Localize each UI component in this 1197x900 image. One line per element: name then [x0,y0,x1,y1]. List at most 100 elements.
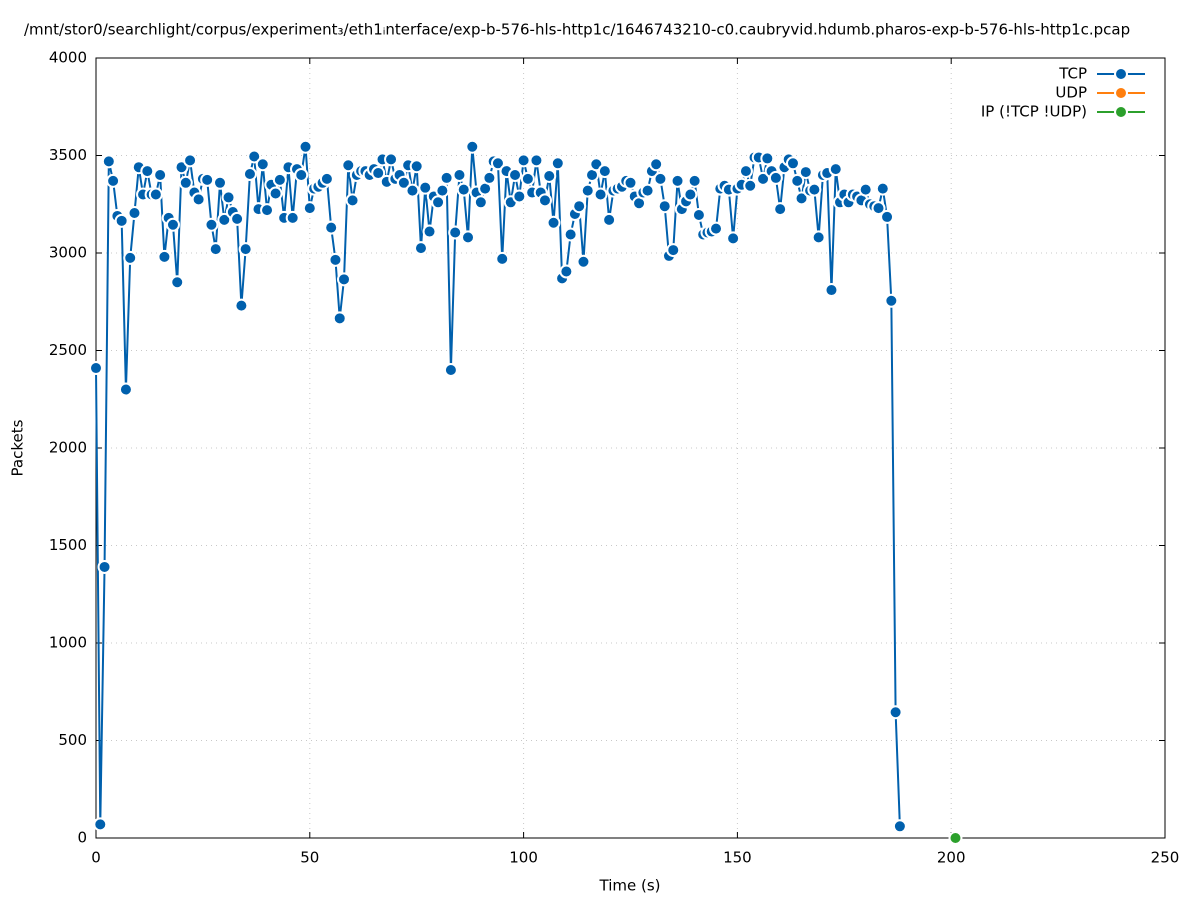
data-point [200,172,215,187]
data-point [508,168,523,182]
legend-label: IP (!TCP !UDP) [981,103,1087,121]
data-point [790,173,805,188]
data-point [482,170,497,185]
legend-marker [1114,86,1128,100]
data-point [948,831,963,845]
x-tick-label: 250 [1151,849,1180,867]
data-point [255,157,270,172]
data-point [709,221,724,236]
data-point [529,153,544,168]
data-point [465,139,480,154]
data-point [593,187,608,202]
data-point [892,819,907,834]
data-point [550,156,565,171]
data-point [294,168,309,182]
data-point [268,186,283,201]
y-tick-label: 2500 [49,341,87,359]
data-point [413,241,428,256]
data-point [490,156,505,171]
data-point [691,207,706,222]
data-point [260,203,275,218]
x-axis-label: Time (s) [599,877,661,895]
data-point [798,165,813,180]
data-point [324,220,339,235]
data-point [114,213,129,228]
data-point [345,193,360,208]
data-point [97,559,112,574]
data-point [768,170,783,185]
data-point [118,382,133,397]
data-point [191,192,206,207]
data-point [473,195,488,210]
y-tick-label: 3000 [49,244,87,262]
data-point [670,173,685,188]
data-point [272,172,287,187]
data-point [431,195,446,210]
data-point [234,298,249,313]
data-point [653,171,668,186]
data-point [657,199,672,214]
data-point [888,705,903,720]
data-point [516,153,531,168]
data-point [563,227,578,242]
y-tick-label: 1000 [49,634,87,652]
data-point [208,242,223,257]
chart-title: /mnt/stor0/searchlight/corpus/experiment… [24,21,1130,39]
data-point [461,230,476,245]
data-point [572,199,587,214]
data-point [157,249,172,264]
data-point [858,182,873,197]
data-point [328,252,343,267]
data-point [285,210,300,225]
data-point [221,190,236,205]
y-tick-label: 500 [58,731,87,749]
data-point [332,311,347,326]
data-point [384,152,399,167]
legend-label: TCP [1058,65,1087,83]
y-tick-label: 1500 [49,536,87,554]
y-tick-label: 3500 [49,146,87,164]
data-point [495,251,510,266]
y-tick-label: 2000 [49,439,87,457]
data-point [649,157,664,172]
data-point [875,181,890,196]
data-point [597,164,612,179]
x-tick-label: 100 [509,849,538,867]
data-point [148,187,163,202]
data-point [230,211,245,226]
data-point [884,293,899,308]
data-point [439,170,454,185]
data-point [337,272,352,287]
data-point [602,212,617,227]
data-point [435,183,450,198]
data-point [683,187,698,202]
legend-marker [1114,105,1128,119]
data-point [537,193,552,208]
data-point [106,173,121,188]
data-point [623,175,638,190]
data-point [170,275,185,290]
data-point [807,182,822,197]
data-point [341,158,356,173]
data-point [153,168,168,182]
x-tick-label: 50 [300,849,319,867]
data-point [405,183,420,198]
data-point [165,217,180,232]
data-point [738,164,753,179]
data-point [319,171,334,186]
data-point [666,243,681,258]
data-point [743,178,758,193]
data-point [178,175,193,190]
data-point [302,201,317,216]
data-point [127,206,142,221]
y-tick-label: 0 [77,829,87,847]
data-point [448,225,463,240]
data-point [101,154,116,169]
data-point [247,149,262,164]
data-point [760,151,775,166]
x-tick-label: 150 [723,849,752,867]
data-point [183,153,198,168]
data-point [396,175,411,190]
legend-label: UDP [1055,84,1087,102]
